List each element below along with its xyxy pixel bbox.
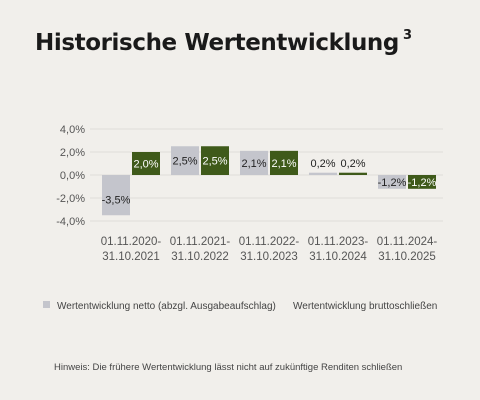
data-label-netto: -3,5% [102, 194, 131, 206]
y-tick-label: -4,0% [56, 216, 85, 228]
bar-netto [309, 172, 337, 175]
x-tick-label: 01.11.2023- [308, 236, 369, 248]
chart-title: Historische Wertentwicklung 3 [35, 28, 412, 56]
x-tick-label: 01.11.2024- [377, 236, 438, 248]
title-text: Historische Wertentwicklung [35, 30, 399, 56]
x-tick-label: 31.10.2022 [171, 251, 229, 263]
data-label-netto: -1,2% [378, 177, 407, 189]
data-label-brutto: 2,0% [133, 159, 158, 171]
legend-swatch-netto [43, 301, 50, 308]
legend-item-netto: Wertentwicklung netto (abzgl. Ausgabeauf… [43, 301, 276, 312]
bar-netto [171, 146, 199, 175]
data-label-netto: 0,2% [310, 158, 335, 170]
disclaimer-note: Hinweis: Die frühere Wertentwicklung läs… [54, 362, 403, 373]
legend-label-brutto: Wertentwicklung bruttoschließen [293, 301, 438, 312]
bar-brutto [339, 172, 367, 175]
data-label-netto: 2,1% [241, 158, 266, 170]
y-tick-label: -2,0% [56, 193, 85, 205]
data-label-brutto: 2,5% [202, 156, 227, 168]
data-label-brutto: -1,2% [408, 177, 437, 189]
bar-brutto [201, 146, 229, 175]
title-footnote: 3 [402, 28, 412, 43]
bar-netto [378, 175, 406, 189]
legend-item-brutto: Wertentwicklung bruttoschließen [293, 301, 437, 312]
y-tick-label: 0,0% [60, 170, 85, 182]
bar-netto [102, 175, 130, 216]
data-label-brutto: 2,1% [271, 158, 296, 170]
bar-brutto [408, 175, 436, 189]
x-tick-label: 01.11.2022- [239, 236, 300, 248]
data-label-brutto: 0,2% [340, 158, 365, 170]
y-tick-label: 4,0% [60, 124, 85, 136]
x-tick-label: 01.11.2020- [101, 236, 162, 248]
y-tick-label: 2,0% [60, 147, 85, 159]
legend-label-netto: Wertentwicklung netto (abzgl. Ausgabeauf… [57, 301, 276, 312]
data-label-netto: 2,5% [172, 156, 197, 168]
bar-brutto [132, 152, 160, 175]
x-tick-label: 01.11.2021- [170, 236, 231, 248]
x-tick-label: 31.10.2024 [309, 251, 367, 263]
bar-netto [240, 150, 268, 175]
x-tick-label: 31.10.2025 [378, 251, 436, 263]
x-tick-label: 31.10.2023 [240, 251, 298, 263]
bar-brutto [270, 150, 298, 175]
x-tick-label: 31.10.2021 [102, 251, 160, 263]
